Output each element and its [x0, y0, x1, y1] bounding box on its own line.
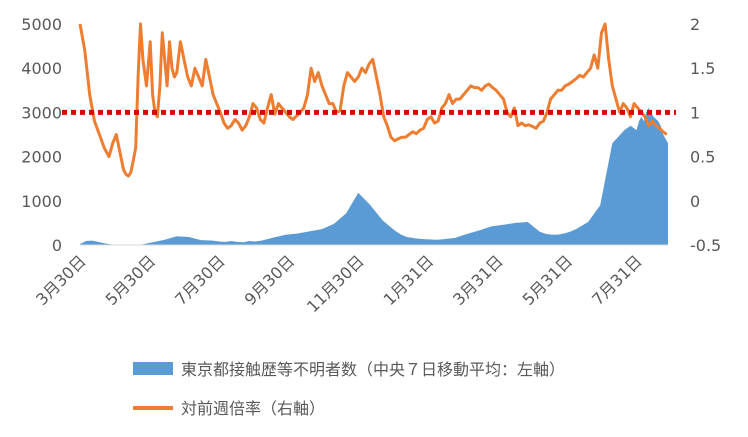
area-layer [80, 108, 668, 245]
y-right-tick-label: 1 [690, 103, 700, 122]
legend: 東京都接触歴等不明者数（中央７日移動平均：左軸） 対前週倍率（右軸） [133, 360, 565, 418]
line-layer [78, 22, 668, 178]
legend-line-label: 対前週倍率（右軸） [181, 399, 325, 418]
legend-area-label: 東京都接触歴等不明者数（中央７日移動平均：左軸） [181, 360, 565, 379]
x-tick-label: 11月30日 [303, 251, 368, 316]
legend-item-area: 東京都接触歴等不明者数（中央７日移動平均：左軸） [133, 360, 565, 379]
x-tick-label: 3月30日 [32, 251, 90, 309]
y-axis-right: -0.5 0 0.5 1 1.5 2 [690, 15, 721, 255]
y-left-tick-label: 5000 [21, 15, 62, 34]
x-axis-ticks: 3月30日 5月30日 7月30日 9月30日 11月30日 1月31日 3月31日 5月31… [32, 251, 646, 316]
area-series-unknown-contacts [80, 108, 668, 245]
y-left-tick-label: 3000 [21, 103, 62, 122]
y-left-tick-label: 2000 [21, 148, 62, 167]
y-right-tick-label: 0 [690, 192, 700, 211]
y-right-tick-label: 1.5 [690, 59, 715, 78]
x-tick-label: 7月31日 [588, 251, 646, 309]
x-tick-label: 1月31日 [380, 251, 438, 309]
x-tick-label: 9月30日 [241, 251, 299, 309]
y-left-tick-label: 0 [52, 236, 62, 255]
legend-area-swatch [133, 362, 173, 375]
y-left-tick-label: 1000 [21, 192, 62, 211]
y-axis-left: 0 1000 2000 3000 4000 5000 [21, 15, 62, 255]
x-tick-label: 7月30日 [171, 251, 229, 309]
y-right-tick-label: 0.5 [690, 148, 715, 167]
x-tick-label: 3月31日 [449, 251, 507, 309]
line-series-weekly-ratio [78, 22, 668, 178]
y-left-tick-label: 4000 [21, 59, 62, 78]
x-tick-label: 5月30日 [102, 251, 160, 309]
y-right-tick-label: -0.5 [690, 236, 721, 255]
legend-item-line: 対前週倍率（右軸） [133, 399, 325, 418]
y-right-tick-label: 2 [690, 15, 700, 34]
x-tick-label: 5月31日 [519, 251, 577, 309]
